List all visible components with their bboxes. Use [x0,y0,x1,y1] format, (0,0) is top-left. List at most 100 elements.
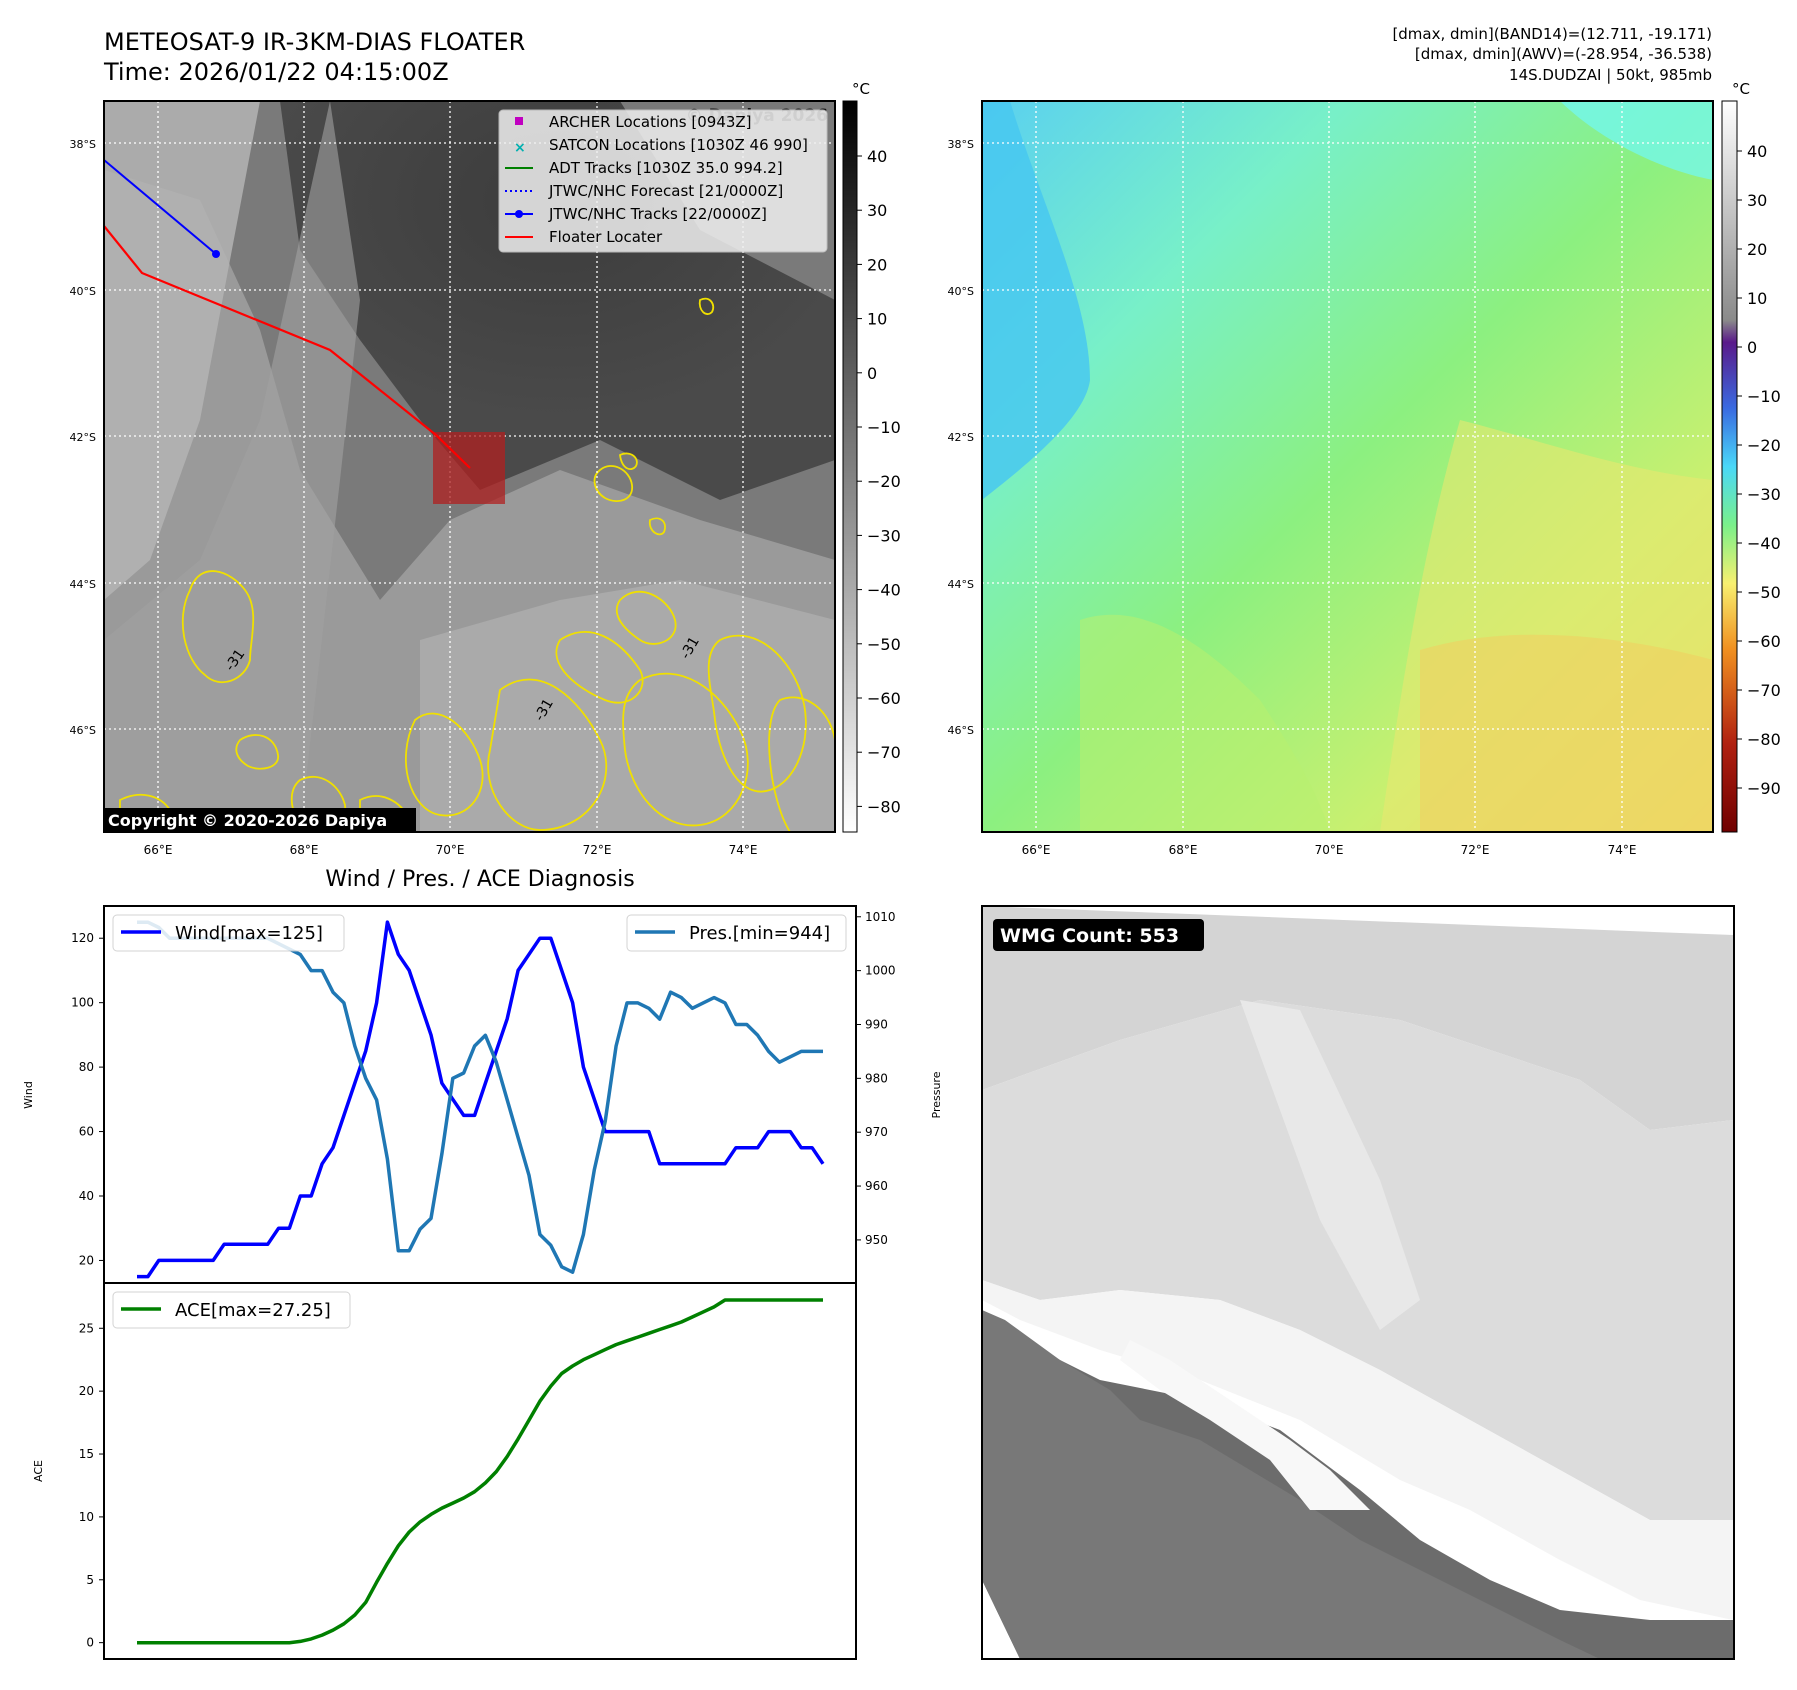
ir-colorbar-tick-label: 20 [867,255,887,274]
wv-gridlines [982,101,1713,832]
storm-info: 14S.DUDZAI | 50kt, 985mb [1509,66,1712,84]
ir-colorbar-tick-label: −20 [867,472,901,491]
wv-lat-label-42: 42°S [948,431,974,444]
wind-series-line [137,920,825,1279]
wv-lat-label-38: 38°S [948,138,974,151]
ace-axis-tick-label: 10 [79,1510,94,1524]
wv-colorbar-bar [1721,100,1738,833]
ir-colorbar-tick-label: −70 [867,743,901,762]
ir-lat-label-42: 42°S [70,431,96,444]
wv-warm-region [1420,634,1713,832]
wind-axis-tick-label: 20 [79,1253,94,1267]
pressure-axis-tick-label: 990 [865,1017,888,1031]
wv-lat-label-44: 44°S [948,578,974,591]
ace-legend [112,1291,351,1329]
wv-colorbar-tick-label: −30 [1747,485,1781,504]
ace-legend-label: ACE[max=27.25] [175,1300,331,1321]
wv-colorbar-tick-label: 30 [1747,191,1767,210]
legend-adt-label: ADT Tracks [1030Z 35.0 994.2] [549,159,783,177]
ir-colorbar: °C 40 30 20 10 0 −10 −20 −30 −40 −50 −60 −70 −80 [842,80,901,833]
wv-lime-region [1080,614,1330,832]
ace-plot: 0 5 10 15 20 25 ACE ACE[max=27.25] [32,1282,857,1660]
ir-lat-label-40: 40°S [70,285,96,298]
pressure-legend [626,914,847,952]
wv-colorbar-tick-label: −70 [1747,681,1781,700]
wv-cyan-region [982,101,1090,500]
ir-lon-label-70: 70°E [436,843,465,857]
ir-colorbar-tick-label: −30 [867,526,901,545]
wv-colorbar-tick-label: −80 [1747,730,1781,749]
wind-axis-tick-label: 120 [71,931,94,945]
wv-colorbar-unit: °C [1732,80,1750,98]
ace-plot-frame [103,1282,857,1660]
legend-satcon-label: SATCON Locations [1030Z 46 990] [549,136,808,154]
pressure-axis-tick-label: 1000 [865,964,896,978]
ir-lon-label-74: 74°E [729,843,758,857]
ir-colorbar-tick-label: −10 [867,418,901,437]
ir-cloud-band [104,101,360,832]
ir-colorbar-tick-label: 30 [867,201,887,220]
wv-lon-label-66: 66°E [1022,843,1051,857]
awv-stats: [dmax, dmin](AWV)=(-28.954, -36.538) [1415,45,1712,63]
ir-map: -31 -31 -31 © Dapiya 2026 [70,100,836,857]
jtwc-track-point [212,250,220,258]
copyright-box [104,808,416,832]
wind-axis-tick-label: 100 [71,996,94,1010]
ir-contours [119,297,835,832]
legend-tracks-dot [515,210,523,218]
ir-colorbar-tick-label: 0 [867,364,877,383]
figure-time: Time: 2026/01/22 04:15:00Z [103,58,449,86]
legend-forecast-label: JTWC/NHC Forecast [21/0000Z] [548,182,783,200]
wv-colorbar-tick-label: 0 [1747,338,1757,357]
ir-colorbar-tick-label: −60 [867,689,901,708]
ir-colorbar-tick-label: −50 [867,635,901,654]
ir-cold-band [104,101,260,600]
wv-lat-label-46: 46°S [948,724,974,737]
ir-lon-label-66: 66°E [144,843,173,857]
legend-floater-label: Floater Locater [549,228,663,246]
wv-lon-label-70: 70°E [1315,843,1344,857]
pressure-legend-label: Pres.[min=944] [689,923,830,944]
wv-lon-label-72: 72°E [1461,843,1490,857]
pressure-axis-tick-label: 980 [865,1071,888,1085]
ir-dark-area [280,101,835,500]
ir-lat-label-38: 38°S [70,138,96,151]
wind-axis-label: Wind [22,1081,35,1109]
band-stats: [dmax, dmin](BAND14)=(12.711, -19.171) [1392,25,1712,43]
wind-axis-tick-label: 40 [79,1189,94,1203]
ir-lon-label-68: 68°E [290,843,319,857]
ir-legend [498,109,828,253]
wv-frame [981,100,1714,833]
wmg-panel: WMG Count: 553 [981,905,1735,1660]
ace-axis-tick-label: 0 [86,1636,94,1650]
pressure-axis-tick-label: 1010 [865,910,896,924]
pressure-axis-tick-label: 960 [865,1179,888,1193]
wind-legend [112,914,345,952]
ir-lat-label-46: 46°S [70,724,96,737]
ir-colorbar-bar [842,100,858,833]
wv-colorbar-tick-label: −10 [1747,387,1781,406]
ir-colorbar-tick-label: −80 [867,797,901,816]
legend-archer-label: ARCHER Locations [0943Z] [549,113,752,131]
ace-axis-tick-label: 20 [79,1384,94,1398]
pressure-axis-tick-label: 950 [865,1233,888,1247]
wv-lon-label-68: 68°E [1169,843,1198,857]
ace-axis-label: ACE [32,1460,45,1482]
ace-axis-tick-label: 15 [79,1447,94,1461]
wv-lon-label-74: 74°E [1608,843,1637,857]
wmg-white-streak [1120,1340,1370,1510]
wv-top-right [1560,101,1713,180]
figure-title: METEOSAT-9 IR-3KM-DIAS FLOATER [104,28,525,56]
ace-axis-tick-label: 5 [86,1573,94,1587]
ir-frame [103,100,836,833]
wv-colorbar-tick-label: 40 [1747,142,1767,161]
ir-colorbar-tick-label: 40 [867,147,887,166]
pressure-axis-label: Pressure [930,1071,943,1118]
wind-axis-tick-label: 60 [79,1125,94,1139]
diagnosis-title: Wind / Pres. / ACE Diagnosis [325,867,634,892]
floater-track [104,225,471,469]
wmg-top-band [982,906,1733,1130]
ir-south-cloud [420,580,835,832]
wmg-light-streak [1240,1000,1420,1330]
